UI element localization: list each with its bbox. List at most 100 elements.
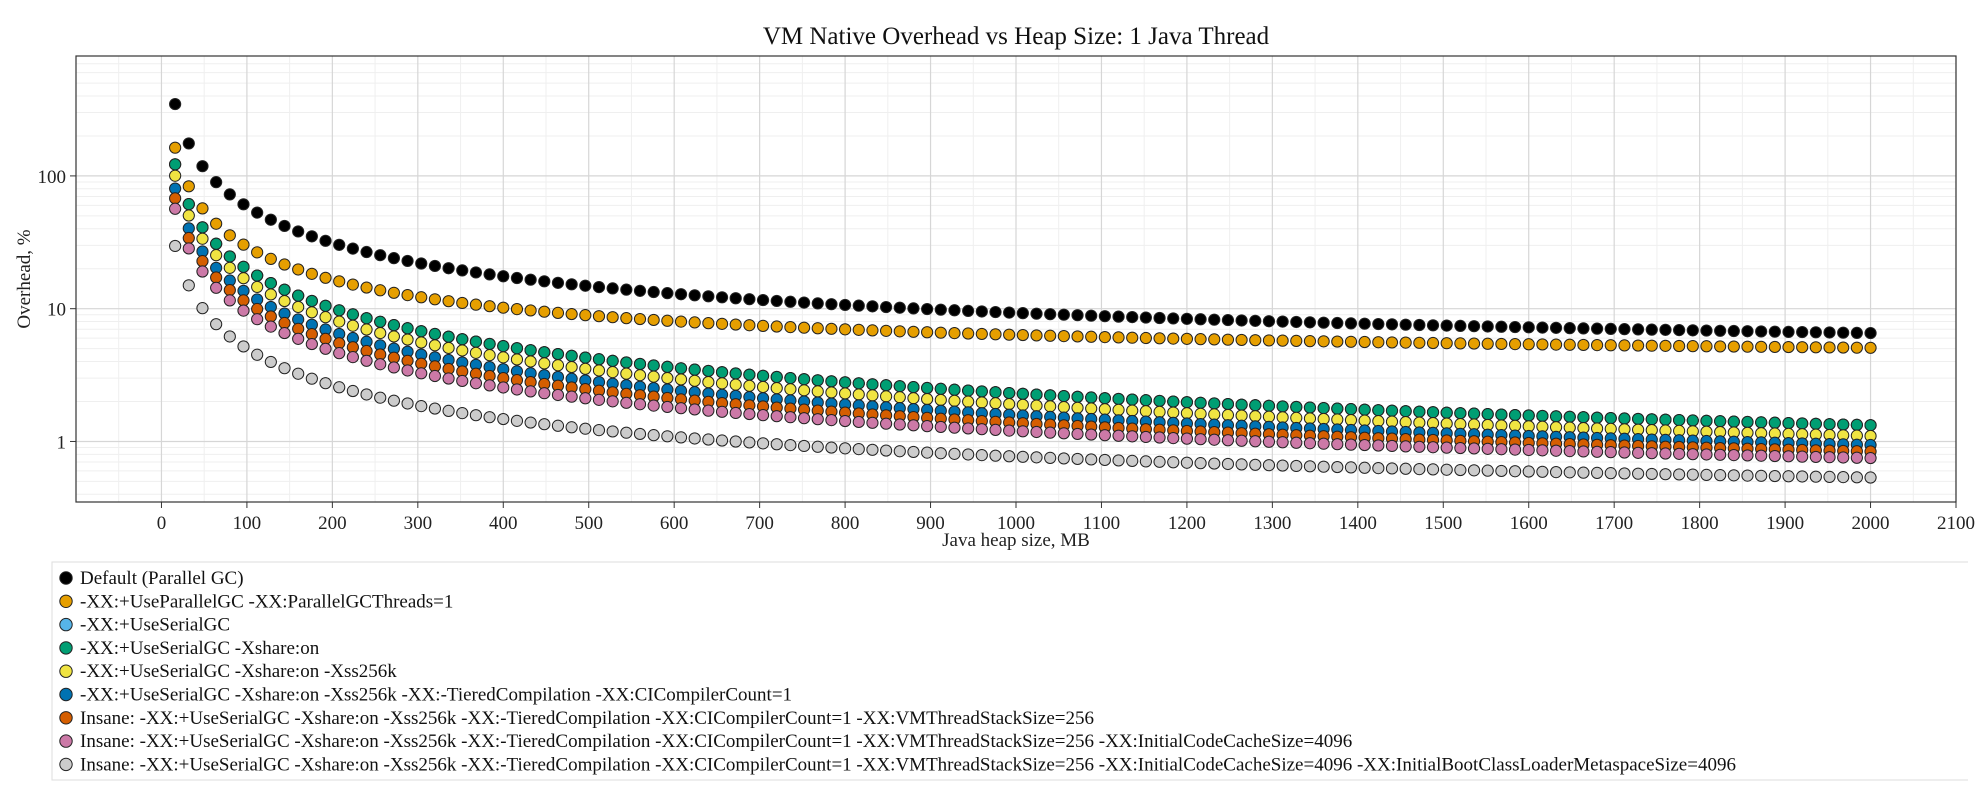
data-point bbox=[346, 242, 359, 255]
data-point bbox=[1686, 448, 1699, 461]
data-point bbox=[1700, 448, 1713, 461]
data-point bbox=[360, 354, 373, 367]
data-point bbox=[784, 411, 797, 424]
data-point bbox=[975, 305, 988, 318]
data-point bbox=[169, 192, 182, 205]
data-point bbox=[401, 289, 414, 302]
x-tick-label: 500 bbox=[574, 513, 603, 534]
data-point bbox=[415, 291, 428, 304]
data-point bbox=[606, 395, 619, 408]
data-point bbox=[387, 252, 400, 265]
data-point bbox=[948, 447, 961, 460]
data-point bbox=[1399, 336, 1412, 349]
data-point bbox=[360, 312, 373, 325]
data-point bbox=[442, 295, 455, 308]
data-point bbox=[1262, 459, 1276, 472]
legend-swatch bbox=[59, 594, 73, 608]
data-point bbox=[415, 400, 428, 413]
data-point bbox=[1139, 430, 1152, 444]
legend-swatch bbox=[59, 641, 73, 655]
data-point bbox=[483, 300, 496, 313]
data-point bbox=[1112, 429, 1125, 442]
data-point bbox=[223, 188, 236, 201]
data-point bbox=[1413, 462, 1426, 476]
data-point bbox=[1714, 448, 1727, 461]
data-point bbox=[1604, 411, 1617, 425]
data-point bbox=[948, 327, 961, 340]
data-point bbox=[182, 209, 195, 222]
x-tick-label: 1100 bbox=[1083, 513, 1120, 534]
data-point bbox=[1112, 403, 1125, 416]
data-point bbox=[1864, 341, 1877, 354]
data-point bbox=[428, 339, 442, 352]
data-point bbox=[456, 333, 469, 346]
data-point bbox=[223, 250, 236, 263]
data-point bbox=[1276, 400, 1289, 413]
data-point bbox=[811, 413, 824, 426]
data-point bbox=[688, 432, 701, 445]
data-point bbox=[1755, 469, 1768, 482]
data-point bbox=[797, 321, 811, 334]
data-point bbox=[579, 351, 592, 364]
data-point bbox=[797, 384, 811, 397]
data-point bbox=[1604, 322, 1617, 335]
data-point bbox=[702, 364, 715, 378]
data-point bbox=[1016, 387, 1029, 400]
data-point bbox=[1098, 429, 1111, 442]
data-point bbox=[305, 294, 318, 308]
data-point bbox=[743, 379, 756, 392]
data-point bbox=[1741, 469, 1754, 482]
legend-entry-label: -XX:+UseParallelGC -XX:ParallelGCThreads… bbox=[80, 591, 453, 612]
series-4 bbox=[169, 158, 1877, 432]
data-point bbox=[237, 340, 250, 353]
data-point bbox=[606, 425, 619, 438]
x-axis-label: Java heap size, MB bbox=[942, 530, 1090, 551]
data-point bbox=[1549, 465, 1563, 479]
data-point bbox=[1249, 399, 1262, 412]
data-point bbox=[1139, 394, 1152, 407]
data-point bbox=[893, 418, 906, 431]
data-point bbox=[647, 313, 660, 327]
data-point bbox=[333, 315, 346, 328]
data-point bbox=[1003, 450, 1016, 463]
data-point bbox=[989, 386, 1002, 399]
data-point bbox=[715, 317, 729, 330]
data-point bbox=[1044, 389, 1057, 402]
data-point bbox=[1645, 323, 1658, 336]
data-point bbox=[975, 385, 988, 398]
data-point bbox=[428, 369, 442, 383]
data-point bbox=[1262, 334, 1276, 347]
data-point bbox=[1850, 418, 1863, 431]
data-point bbox=[1208, 313, 1221, 326]
legend-entry-label: -XX:+UseSerialGC -Xshare:on -Xss256k bbox=[80, 661, 397, 682]
data-point bbox=[1180, 456, 1194, 469]
data-point bbox=[729, 435, 742, 448]
data-point bbox=[1467, 442, 1481, 455]
data-point bbox=[1221, 457, 1235, 471]
data-point bbox=[907, 381, 920, 394]
data-point bbox=[1837, 326, 1850, 339]
data-point bbox=[1085, 428, 1098, 441]
data-point bbox=[1303, 412, 1317, 425]
data-point bbox=[661, 360, 674, 373]
data-point bbox=[1249, 435, 1262, 448]
data-point bbox=[1549, 444, 1563, 457]
data-point bbox=[524, 355, 537, 368]
data-point bbox=[770, 382, 783, 395]
data-point bbox=[1508, 408, 1522, 422]
x-tick-label: 1200 bbox=[1168, 513, 1206, 534]
data-point bbox=[1508, 443, 1522, 456]
data-point bbox=[852, 299, 865, 312]
data-point bbox=[989, 449, 1002, 462]
x-tick-label: 1600 bbox=[1510, 513, 1548, 534]
data-point bbox=[1508, 465, 1522, 478]
data-point bbox=[1864, 471, 1877, 484]
data-point bbox=[483, 268, 496, 281]
data-point bbox=[1632, 446, 1645, 459]
data-point bbox=[346, 319, 359, 332]
data-point bbox=[1590, 466, 1604, 479]
data-point bbox=[1235, 434, 1248, 447]
data-point bbox=[237, 304, 250, 317]
data-point bbox=[1549, 338, 1563, 351]
data-point bbox=[934, 382, 947, 395]
